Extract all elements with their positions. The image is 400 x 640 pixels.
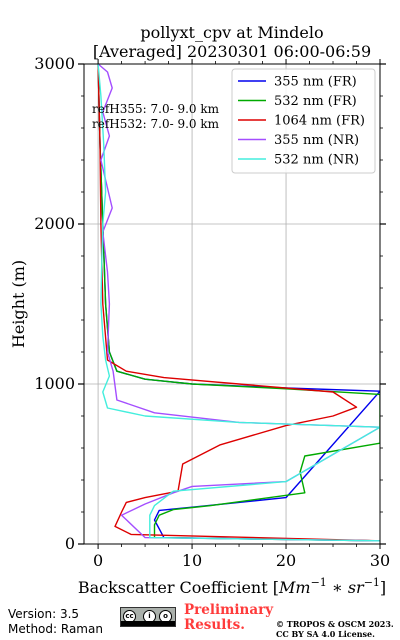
x-tick-label: 10 [182,551,202,570]
legend-label-2: 1064 nm (FR) [274,114,365,129]
chart-title-line1: pollyxt_cpv at Mindelo [140,23,323,42]
legend-label-1: 532 nm (FR) [274,94,357,109]
sa-icon: o [159,610,172,623]
version-text: Version: 3.5 [8,607,80,621]
y-tick-label: 1000 [34,374,75,393]
preliminary-line1: Preliminary [184,602,274,618]
chart-title-line2: [Averaged] 20230301 06:00-06:59 [93,42,371,61]
legend-label-3: 355 nm (NR) [274,133,359,148]
x-axis-label: Backscatter Coefficient [Mm−1 ∗ sr−1] [78,576,386,597]
series-line-4 [97,64,380,542]
series-line-2 [97,64,380,542]
plot-frame [83,63,381,545]
legend: 355 nm (FR) 532 nm (FR) 1064 nm (FR) 355 nm… [231,68,376,174]
x-tick-label: 20 [276,551,296,570]
series-line-1 [97,64,380,542]
reference-height-annotations: refH355: 7.0- 9.0 km refH532: 7.0- 9.0 k… [92,102,220,131]
y-tick-label: 0 [65,534,75,553]
annotation-refh532: refH532: 7.0- 9.0 km [92,117,220,131]
preliminary-notice: Preliminary Results. [184,603,273,633]
x-tick-label: 0 [93,551,103,570]
copyright-notice: © TROPOS & OSCM 2023. CC BY SA 4.0 Licen… [276,619,394,639]
copyright-line2: CC BY SA 4.0 License. [276,628,375,639]
copyright-line1: © TROPOS & OSCM 2023. [276,619,394,629]
chart-figure: pollyxt_cpv at Mindelo [Averaged] 202303… [9,23,390,597]
series-line-3 [97,64,380,542]
y-tick-label: 3000 [34,54,75,73]
x-tick-label: 30 [370,551,390,570]
preliminary-line2: Results. [184,617,245,633]
series-lines [97,64,380,542]
legend-box [231,68,376,174]
method-text: Method: Raman [8,622,103,636]
legend-label-4: 532 nm (NR) [274,153,359,168]
annotation-refh355: refH355: 7.0- 9.0 km [92,102,220,116]
y-axis-label: Height (m) [9,260,28,348]
y-tick-label: 2000 [34,214,75,233]
axis-ticks: 0 10 20 30 0 1000 2000 3000 [34,54,390,570]
cc-by-sa-icon: cc i o [120,607,176,627]
legend-label-0: 355 nm (FR) [274,75,357,90]
